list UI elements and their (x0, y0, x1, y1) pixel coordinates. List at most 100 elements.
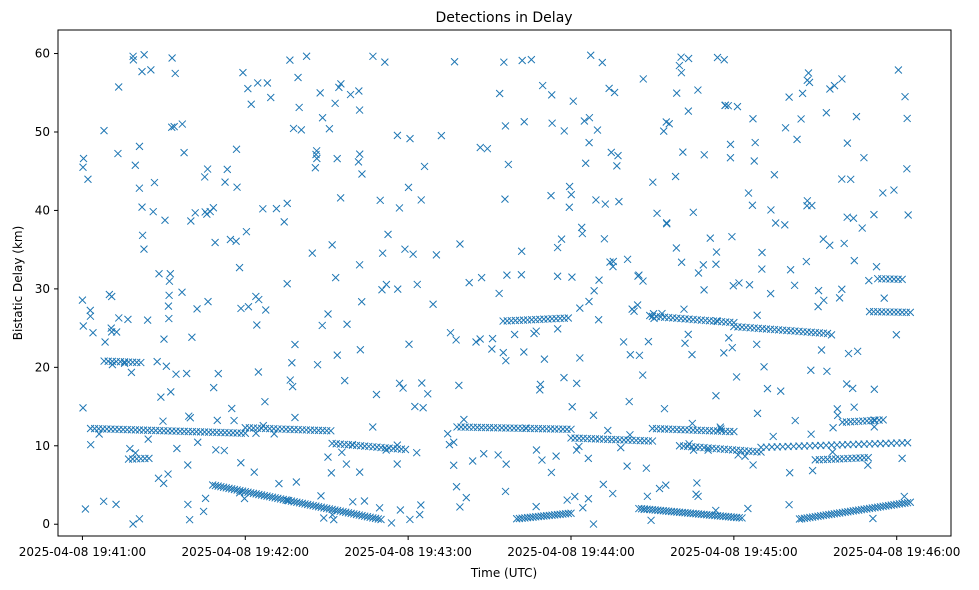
data-point (825, 241, 834, 250)
data-point (476, 335, 485, 343)
data-point (721, 101, 729, 110)
data-point (614, 151, 622, 160)
data-point (283, 496, 292, 505)
data-point (829, 423, 837, 432)
data-point (286, 56, 294, 64)
data-point (465, 278, 474, 287)
data-point (693, 479, 701, 487)
data-point (684, 330, 693, 339)
data-point (503, 271, 511, 279)
data-point (600, 234, 609, 243)
data-point (140, 50, 149, 59)
data-point (317, 492, 325, 500)
data-point (536, 380, 545, 389)
data-point (184, 412, 193, 421)
data-point (517, 247, 526, 256)
data-point (615, 197, 623, 206)
data-point (502, 460, 511, 468)
data-point (287, 358, 296, 367)
data-point (585, 138, 593, 147)
data-point (211, 445, 220, 454)
data-point (860, 153, 868, 162)
x-tick-label: 2025-04-08 19:46:00 (833, 545, 960, 559)
data-point (79, 154, 88, 163)
data-point (677, 53, 685, 62)
data-point (161, 216, 169, 225)
data-point (254, 295, 263, 304)
data-point (311, 163, 320, 172)
data-point (728, 232, 736, 241)
data-point (616, 443, 625, 452)
data-point (750, 157, 759, 165)
data-point (493, 423, 502, 432)
data-point (452, 336, 460, 344)
data-point (634, 272, 642, 280)
y-tick-label: 10 (35, 439, 50, 453)
data-point (711, 506, 720, 515)
data-point (822, 108, 831, 117)
data-point (143, 316, 152, 324)
data-point (239, 68, 247, 77)
data-point (565, 203, 574, 212)
data-point (797, 115, 805, 123)
data-point (575, 304, 584, 312)
data-point (462, 493, 471, 502)
data-point (233, 183, 241, 192)
data-point (164, 302, 173, 310)
data-point (738, 514, 746, 522)
data-point (877, 274, 886, 283)
data-point (798, 89, 807, 98)
data-point (504, 160, 513, 169)
data-point (252, 321, 261, 329)
data-point (625, 397, 634, 406)
data-point (688, 350, 696, 359)
data-point (640, 505, 649, 514)
data-point (155, 269, 163, 278)
data-point (395, 379, 404, 388)
data-point (753, 311, 762, 320)
data-point (771, 219, 780, 227)
data-point (377, 515, 385, 524)
data-point (689, 446, 698, 454)
data-point (382, 446, 391, 454)
data-point (675, 61, 684, 70)
data-point (807, 201, 816, 210)
data-point (559, 425, 567, 433)
data-point (396, 506, 405, 514)
data-point (900, 492, 909, 501)
data-point (795, 515, 804, 523)
data-point (838, 75, 846, 83)
data-point (898, 454, 906, 463)
data-point (870, 423, 879, 431)
data-point (719, 349, 728, 357)
data-point (501, 356, 510, 365)
data-point (752, 340, 761, 349)
data-point (312, 150, 320, 159)
data-point (903, 438, 912, 447)
data-point (355, 106, 364, 114)
data-point (253, 79, 262, 87)
data-point (840, 239, 849, 248)
data-point (167, 123, 176, 132)
data-point (886, 275, 894, 283)
data-point (660, 404, 669, 413)
data-point (726, 153, 735, 162)
data-point (626, 350, 635, 359)
data-point (530, 329, 538, 338)
data-point (326, 426, 335, 435)
data-point (416, 501, 425, 509)
data-point (553, 272, 562, 281)
data-point (193, 305, 201, 313)
data-point (791, 416, 800, 425)
data-point (120, 359, 129, 368)
data-point (590, 286, 598, 295)
data-point (153, 357, 162, 366)
data-point (485, 423, 494, 432)
data-point (79, 322, 88, 330)
data-point (572, 379, 581, 388)
data-point (213, 416, 222, 425)
data-point (648, 178, 657, 187)
data-point (209, 383, 218, 392)
x-tick-label: 2025-04-08 19:45:00 (670, 545, 797, 559)
data-point (770, 170, 779, 179)
